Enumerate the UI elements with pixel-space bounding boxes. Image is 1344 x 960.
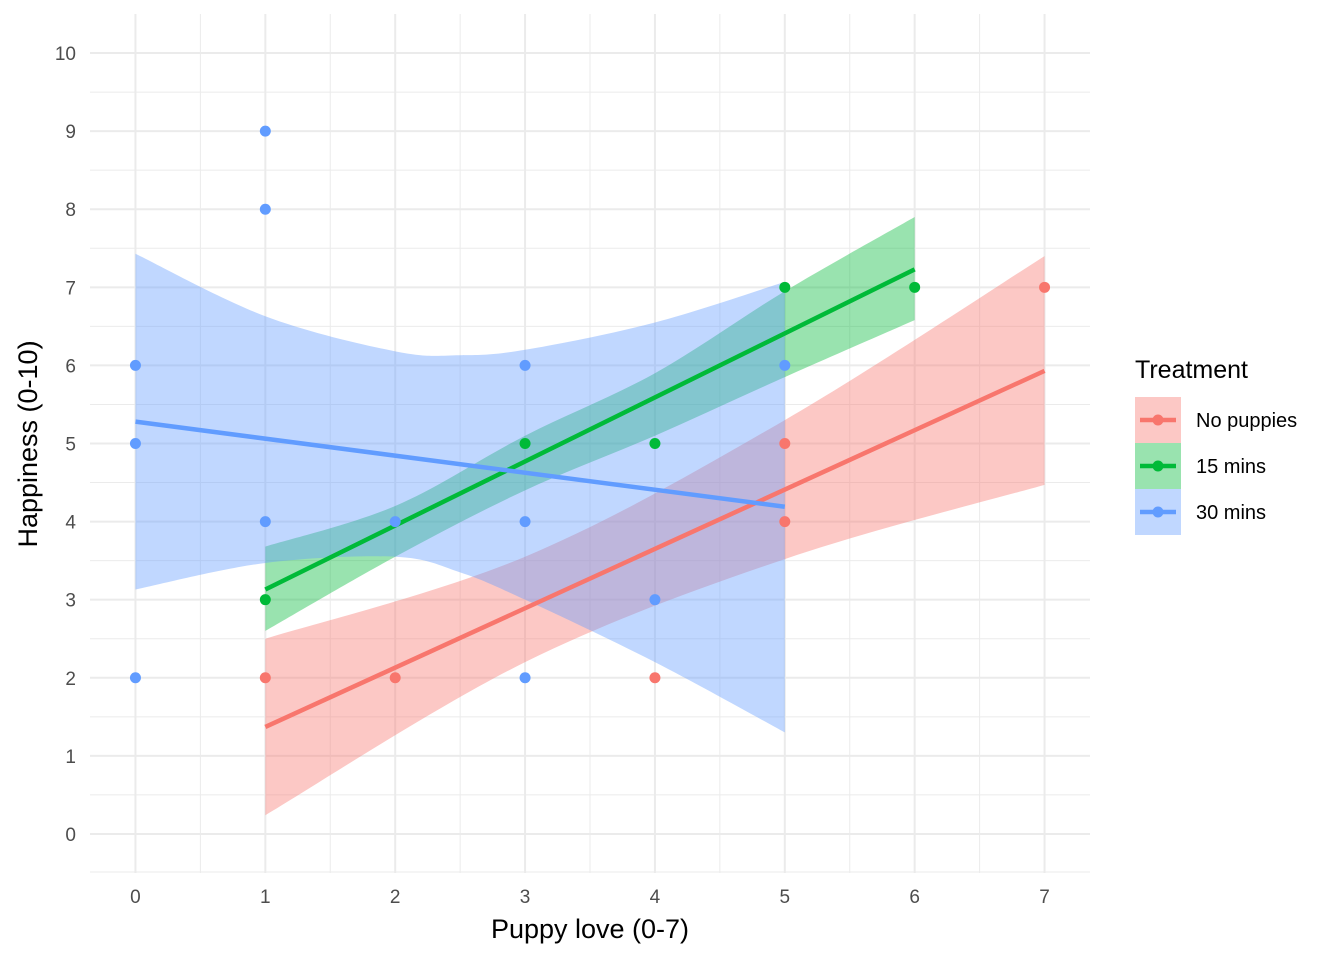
y-tick-label: 1 [65, 747, 76, 768]
y-tick-label: 6 [65, 356, 76, 377]
y-tick-label: 9 [65, 122, 76, 143]
regression-line [264, 368, 1046, 730]
data-point [519, 516, 531, 528]
legend-label: 15 mins [1196, 456, 1266, 478]
y-axis-title: Happiness (0-10) [13, 340, 43, 547]
x-tick-label: 1 [260, 887, 271, 908]
y-tick-label: 2 [65, 669, 76, 690]
legend-label: No puppies [1196, 410, 1297, 432]
regression-line [135, 419, 786, 509]
y-tick-label: 7 [65, 278, 76, 299]
data-point [129, 438, 141, 449]
data-point [779, 281, 791, 293]
data-point [1039, 281, 1051, 293]
x-tick-label: 4 [650, 887, 661, 908]
confidence-band [265, 217, 915, 631]
data-point [259, 594, 271, 606]
x-axis-ticks: 0 1 2 3 4 5 6 7 [130, 887, 1050, 908]
y-tick-label: 8 [65, 200, 76, 221]
data-point [519, 359, 531, 371]
data-point [779, 516, 791, 528]
data-point [389, 672, 401, 684]
y-tick-label: 5 [65, 435, 76, 456]
legend-item: 15 mins [1135, 443, 1266, 489]
y-tick-label: 4 [65, 513, 76, 534]
data-point [649, 438, 661, 449]
legend-key-point [1152, 506, 1164, 518]
data-point [519, 672, 531, 684]
x-tick-label: 3 [520, 887, 531, 908]
y-tick-label: 10 [55, 44, 76, 65]
confidence-band [265, 256, 1045, 816]
data-point [649, 672, 661, 684]
data-point [389, 516, 401, 528]
legend: Treatment No puppies 15 mins 30 mins [1135, 356, 1297, 535]
data-point [259, 125, 271, 137]
x-tick-label: 5 [780, 887, 791, 908]
data-point [909, 281, 921, 293]
data-point [259, 516, 271, 528]
data-point [779, 359, 791, 371]
x-tick-label: 7 [1039, 887, 1050, 908]
legend-key-point [1152, 460, 1164, 472]
x-tick-label: 2 [390, 887, 401, 908]
data-point [259, 672, 271, 684]
legend-label: 30 mins [1196, 502, 1266, 524]
grid-minor [90, 14, 1090, 873]
x-axis-title: Puppy love (0-7) [491, 914, 689, 944]
legend-key-point [1152, 414, 1164, 426]
data-point [649, 594, 661, 606]
legend-item: 30 mins [1135, 489, 1266, 535]
data-point [259, 203, 271, 215]
legend-items: No puppies 15 mins 30 mins [1135, 397, 1297, 535]
regression-line [264, 267, 916, 592]
x-tick-label: 6 [909, 887, 920, 908]
y-axis-ticks: 0 1 2 3 4 5 6 7 8 9 10 [55, 44, 77, 846]
grid-major [90, 14, 1090, 873]
data-point [779, 438, 791, 449]
data-point [129, 359, 141, 371]
x-tick-label: 0 [130, 887, 141, 908]
y-tick-label: 0 [65, 825, 76, 846]
data-point [129, 672, 141, 684]
data-point [519, 438, 531, 449]
regression-lines [135, 267, 1046, 730]
y-tick-label: 3 [65, 591, 76, 612]
legend-title: Treatment [1135, 356, 1248, 384]
data-points [129, 125, 1051, 684]
legend-item: No puppies [1135, 397, 1297, 443]
